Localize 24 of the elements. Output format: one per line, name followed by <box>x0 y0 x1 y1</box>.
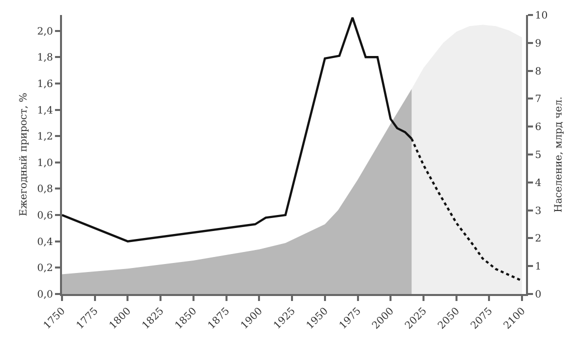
y-tick-label: 1,4 <box>37 105 53 116</box>
y2-tick-label: 2 <box>535 234 542 245</box>
y2-tick-label: 5 <box>535 150 542 161</box>
y-tick-label: 1,0 <box>37 158 53 169</box>
y-tick-label: 0,2 <box>37 263 53 274</box>
y-tick-label: 0,8 <box>37 184 53 196</box>
y-tick-label: 0,0 <box>37 290 53 300</box>
y2-tick-label: 10 <box>535 10 548 22</box>
y-tick-label: 0,6 <box>37 210 53 222</box>
y2-tick-label: 3 <box>535 206 542 217</box>
y-tick-label: 1,8 <box>37 52 53 64</box>
y-tick-label: 1,2 <box>37 132 53 143</box>
y2-tick-label: 6 <box>535 122 542 134</box>
y2-axis-title: Население, млрд чел. <box>554 96 565 213</box>
y-tick-label: 2,0 <box>37 26 53 38</box>
y2-tick-label: 9 <box>535 38 542 50</box>
y-tick-label: 1,6 <box>37 78 53 90</box>
y-axis-title: Ежегодный прирост, % <box>18 92 30 216</box>
y2-tick-label: 7 <box>535 94 542 106</box>
y2-tick-label: 8 <box>535 66 542 78</box>
y2-tick-label: 1 <box>535 262 542 273</box>
y2-tick-label: 0 <box>535 290 542 300</box>
y-tick-label: 0,4 <box>37 236 53 248</box>
y2-tick-label: 4 <box>535 178 542 189</box>
